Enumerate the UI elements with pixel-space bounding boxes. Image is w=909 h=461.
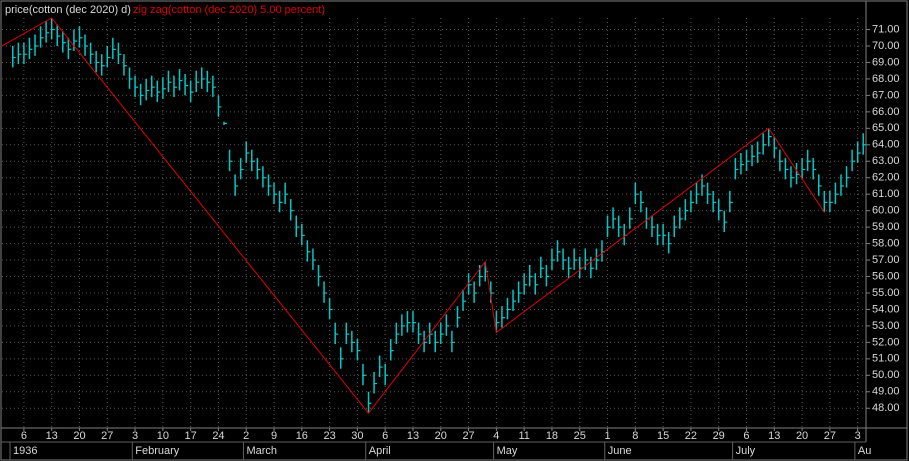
- x-tick-label: 2: [243, 430, 249, 442]
- y-tick-label: 64.00: [872, 139, 900, 151]
- month-label: June: [608, 445, 632, 457]
- y-tick-label: 65.00: [872, 122, 900, 134]
- x-tick-label: 20: [796, 430, 808, 442]
- x-tick-label: 20: [73, 430, 85, 442]
- x-tick-label: 30: [351, 430, 363, 442]
- x-tick-label: 27: [824, 430, 836, 442]
- y-tick-label: 70.00: [872, 40, 900, 52]
- zigzag-line: [1, 17, 825, 414]
- month-label: Au: [858, 445, 871, 457]
- y-tick-label: 71.00: [872, 23, 900, 35]
- x-tick-label: 6: [743, 430, 749, 442]
- x-tick-label: 13: [407, 430, 419, 442]
- y-tick-label: 61.00: [872, 188, 900, 200]
- y-tick-label: 62.00: [872, 172, 900, 184]
- x-tick-label: 16: [296, 430, 308, 442]
- x-tick-label: 8: [632, 430, 638, 442]
- y-tick-label: 52.00: [872, 336, 900, 348]
- x-tick-label: 15: [657, 430, 669, 442]
- x-tick-label: 22: [685, 430, 697, 442]
- x-tick-label: 27: [462, 430, 474, 442]
- x-tick-label: 18: [546, 430, 558, 442]
- x-tick-label: 23: [323, 430, 335, 442]
- x-tick-label: 24: [212, 430, 224, 442]
- x-tick-label: 11: [518, 430, 529, 442]
- y-tick-label: 60.00: [872, 205, 900, 217]
- month-label: April: [369, 445, 391, 457]
- month-label: 1936: [13, 445, 37, 457]
- x-tick-label: 3: [855, 430, 861, 442]
- y-tick-label: 55.00: [872, 287, 900, 299]
- x-tick-label: 29: [713, 430, 725, 442]
- month-label: March: [246, 445, 277, 457]
- x-tick-label: 3: [132, 430, 138, 442]
- x-tick-label: 13: [768, 430, 780, 442]
- legend-price: price(cotton (dec 2020) d): [5, 4, 131, 16]
- y-tick-label: 66.00: [872, 106, 900, 118]
- y-tick-label: 53.00: [872, 320, 900, 332]
- y-tick-label: 49.00: [872, 386, 900, 398]
- month-label: May: [497, 445, 518, 457]
- y-tick-label: 67.00: [872, 89, 900, 101]
- y-tick-label: 51.00: [872, 353, 900, 365]
- y-tick-label: 57.00: [872, 254, 900, 266]
- x-tick-label: 17: [185, 430, 197, 442]
- x-tick-label: 25: [574, 430, 586, 442]
- y-tick-label: 54.00: [872, 303, 900, 315]
- y-tick-label: 63.00: [872, 155, 900, 167]
- y-tick-label: 50.00: [872, 369, 900, 381]
- legend-zigzag: zig zag(cotton (dec 2020) 5.00 percent): [133, 4, 325, 16]
- x-tick-label: 6: [21, 430, 27, 442]
- x-tick-label: 10: [157, 430, 169, 442]
- y-tick-label: 58.00: [872, 237, 900, 249]
- y-tick-label: 68.00: [872, 73, 900, 85]
- x-tick-label: 20: [435, 430, 447, 442]
- y-tick-label: 56.00: [872, 270, 900, 282]
- x-tick-label: 1: [604, 430, 610, 442]
- y-tick-label: 48.00: [872, 402, 900, 414]
- x-tick-label: 27: [101, 430, 113, 442]
- x-tick-label: 9: [271, 430, 277, 442]
- y-tick-label: 59.00: [872, 221, 900, 233]
- x-tick-label: 13: [46, 430, 58, 442]
- x-tick-label: 6: [382, 430, 388, 442]
- month-label: July: [736, 445, 756, 457]
- month-label: February: [135, 445, 180, 457]
- x-tick-label: 4: [493, 430, 499, 442]
- y-tick-label: 69.00: [872, 56, 900, 68]
